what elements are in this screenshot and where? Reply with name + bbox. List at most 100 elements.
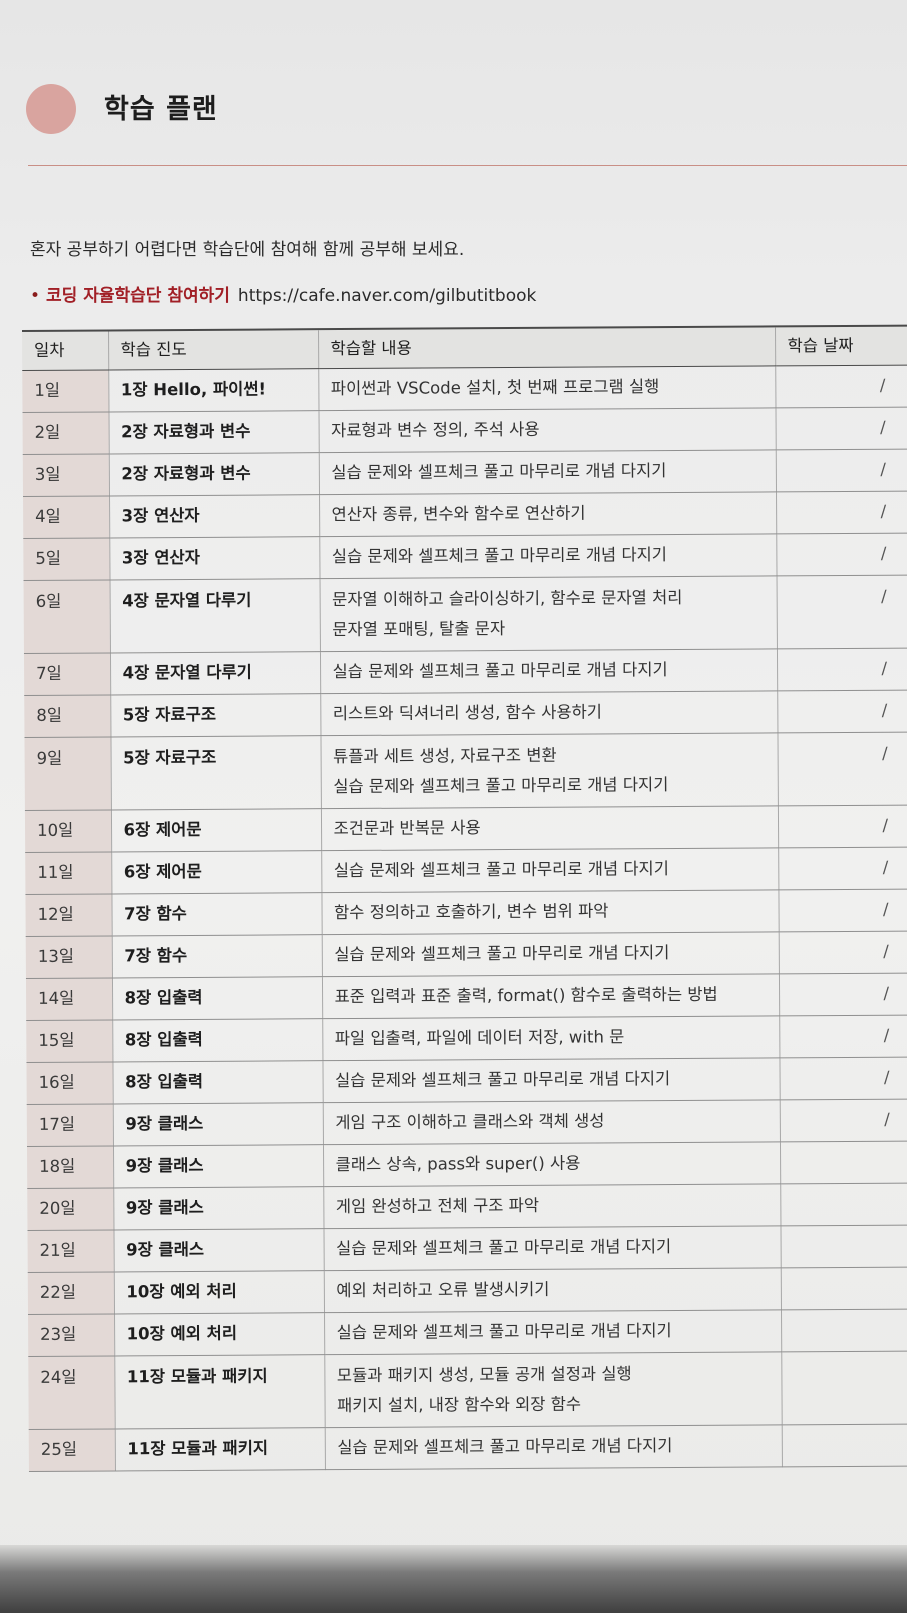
content-cell: 조건문과 반복문 사용: [320, 805, 779, 851]
table-row: 17일 9장 클래스 게임 구조 이해하고 클래스와 객체 생성 /: [26, 1099, 907, 1147]
content-cell: 리스트와 딕셔너리 생성, 함수 사용하기: [320, 690, 778, 736]
content-line: 표준 입력과 표준 출력, format() 함수로 출력하는 방법: [334, 984, 718, 1007]
table-row: 12일 7장 함수 함수 정의하고 호출하기, 변수 범위 파악 /: [25, 889, 907, 937]
content-cell: 실습 문제와 셀프체크 풀고 마무리로 개념 다지기: [324, 1424, 782, 1470]
day-cell: 7일: [23, 652, 111, 696]
content-cell: 실습 문제와 셀프체크 풀고 마무리로 개념 다지기: [319, 648, 778, 694]
date-cell[interactable]: /: [779, 1099, 907, 1142]
date-cell[interactable]: /: [778, 931, 907, 974]
date-cell[interactable]: /: [779, 1015, 907, 1058]
date-cell[interactable]: /: [776, 575, 907, 649]
content-line: 실습 문제와 셀프체크 풀고 마무리로 개념 다지기: [333, 775, 669, 797]
bullet-icon: •: [30, 286, 41, 306]
page-bottom-shadow: [0, 1545, 907, 1613]
date-cell[interactable]: [781, 1351, 907, 1425]
date-cell[interactable]: [781, 1424, 907, 1467]
header-progress: 학습 진도: [108, 329, 319, 370]
table-row: 13일 7장 함수 실습 문제와 셀프체크 풀고 마무리로 개념 다지기 /: [25, 931, 907, 979]
date-cell[interactable]: [780, 1267, 907, 1310]
day-cell: 4일: [23, 495, 110, 539]
chapter-cell: 9장 클래스: [113, 1186, 324, 1230]
date-cell[interactable]: /: [778, 973, 907, 1016]
content-line: 실습 문제와 셀프체크 풀고 마무리로 개념 다지기: [336, 1237, 672, 1259]
table-row: 7일 4장 문자열 다루기 실습 문제와 셀프체크 풀고 마무리로 개념 다지기 /: [23, 648, 907, 696]
content-cell: 게임 구조 이해하고 클래스와 객체 생성: [322, 1099, 780, 1145]
date-cell[interactable]: /: [775, 365, 907, 408]
table-row: 22일 10장 예외 처리 예외 처리하고 오류 발생시키기: [27, 1267, 907, 1315]
content-line: 문자열 이해하고 슬라이싱하기, 함수로 문자열 처리: [332, 587, 683, 610]
date-cell[interactable]: /: [775, 449, 907, 492]
content-cell: 실습 문제와 셀프체크 풀고 마무리로 개념 다지기: [318, 449, 777, 495]
content-cell: 연산자 종류, 변수와 함수로 연산하기: [319, 491, 777, 537]
day-cell: 18일: [26, 1145, 114, 1189]
content-line: 문자열 포매팅, 탈출 문자: [332, 619, 506, 640]
content-cell: 함수 정의하고 호출하기, 변수 범위 파악: [321, 889, 779, 935]
chapter-cell: 1장 Hello, 파이썬!: [108, 368, 319, 412]
date-cell[interactable]: /: [778, 889, 907, 932]
day-cell: 11일: [25, 851, 112, 895]
table-row: 15일 8장 입출력 파일 입출력, 파일에 데이터 저장, with 문 /: [26, 1015, 907, 1063]
day-cell: 3일: [22, 453, 110, 497]
content-line: 파이썬과 VSCode 설치, 첫 번째 프로그램 실행: [330, 377, 660, 399]
date-cell[interactable]: /: [779, 1057, 907, 1100]
section-circle-icon: [26, 84, 76, 134]
content-line: 실습 문제와 셀프체크 풀고 마무리로 개념 다지기: [334, 943, 670, 965]
table-row: 9일 5장 자료구조 튜플과 세트 생성, 자료구조 변환 실습 문제와 셀프체크 풀…: [24, 732, 907, 811]
content-line: 튜플과 세트 생성, 자료구조 변환: [333, 745, 557, 767]
chapter-cell: 8장 입출력: [111, 976, 323, 1020]
day-cell: 20일: [27, 1187, 114, 1231]
table-row: 24일 11장 모듈과 패키지 모듈과 패키지 생성, 모듈 공개 설정과 실행 패키…: [28, 1351, 907, 1430]
table-header-row: 일차 학습 진도 학습할 내용 학습 날짜: [22, 325, 907, 371]
date-cell[interactable]: /: [776, 491, 907, 534]
day-cell: 6일: [23, 579, 110, 654]
study-group-url[interactable]: https://cafe.naver.com/gilbutitbook: [237, 286, 537, 306]
date-cell[interactable]: [780, 1309, 907, 1352]
day-cell: 22일: [27, 1271, 115, 1315]
content-line: 모듈과 패키지 생성, 모듈 공개 설정과 실행: [336, 1364, 632, 1386]
chapter-cell: 3장 연산자: [109, 494, 320, 538]
chapter-cell: 2장 자료형과 변수: [108, 410, 319, 454]
content-line: 연산자 종류, 변수와 함수로 연산하기: [331, 503, 586, 525]
day-cell: 14일: [25, 977, 113, 1021]
date-cell[interactable]: [779, 1141, 907, 1184]
content-cell: 파이썬과 VSCode 설치, 첫 번째 프로그램 실행: [318, 365, 776, 411]
content-line: 실습 문제와 셀프체크 풀고 마무리로 개념 다지기: [335, 1069, 671, 1091]
chapter-cell: 6장 제어문: [111, 850, 322, 894]
study-group-link-line: • 코딩 자율학습단 참여하기 https://cafe.naver.com/gil…: [30, 281, 536, 306]
date-cell[interactable]: /: [776, 533, 907, 576]
date-cell[interactable]: [780, 1183, 907, 1226]
content-cell: 자료형과 변수 정의, 주석 사용: [318, 407, 776, 453]
date-cell[interactable]: /: [777, 805, 907, 848]
date-cell[interactable]: /: [776, 648, 907, 691]
day-cell: 10일: [24, 809, 112, 853]
table-row: 4일 3장 연산자 연산자 종류, 변수와 함수로 연산하기 /: [23, 491, 907, 539]
date-cell[interactable]: /: [777, 732, 907, 806]
table-row: 2일 2장 자료형과 변수 자료형과 변수 정의, 주석 사용 /: [22, 407, 907, 455]
chapter-cell: 4장 문자열 다루기: [109, 651, 321, 695]
chapter-cell: 6장 제어문: [110, 808, 322, 852]
date-cell[interactable]: [780, 1225, 907, 1268]
table-row: 18일 9장 클래스 클래스 상속, pass와 super() 사용: [26, 1141, 907, 1189]
date-cell[interactable]: /: [775, 407, 907, 450]
table-row: 8일 5장 자료구조 리스트와 딕셔너리 생성, 함수 사용하기 /: [24, 690, 907, 738]
chapter-cell: 9장 클래스: [112, 1144, 324, 1188]
content-line: 실습 문제와 셀프체크 풀고 마무리로 개념 다지기: [337, 1436, 673, 1458]
study-plan-table: 일차 학습 진도 학습할 내용 학습 날짜 1일 1장 Hello, 파이썬! 파이…: [22, 325, 907, 1472]
date-cell[interactable]: /: [778, 847, 907, 890]
chapter-cell: 2장 자료형과 변수: [108, 452, 320, 496]
table-row: 6일 4장 문자열 다루기 문자열 이해하고 슬라이싱하기, 함수로 문자열 처리 문…: [23, 575, 907, 654]
header-day: 일차: [22, 330, 109, 371]
content-line: 클래스 상속, pass와 super() 사용: [335, 1153, 581, 1175]
content-line: 실습 문제와 셀프체크 풀고 마무리로 개념 다지기: [331, 545, 668, 567]
date-cell[interactable]: /: [777, 690, 907, 733]
day-cell: 1일: [22, 369, 109, 413]
header-date: 학습 날짜: [774, 325, 907, 366]
content-line: 게임 구조 이해하고 클래스와 객체 생성: [335, 1111, 605, 1133]
table-row: 25일 11장 모듈과 패키지 실습 문제와 셀프체크 풀고 마무리로 개념 다지기: [28, 1424, 907, 1472]
table-row: 21일 9장 클래스 실습 문제와 셀프체크 풀고 마무리로 개념 다지기: [27, 1225, 907, 1273]
table-row: 16일 8장 입출력 실습 문제와 셀프체크 풀고 마무리로 개념 다지기 /: [26, 1057, 907, 1105]
content-line: 예외 처리하고 오류 발생시키기: [336, 1279, 550, 1301]
